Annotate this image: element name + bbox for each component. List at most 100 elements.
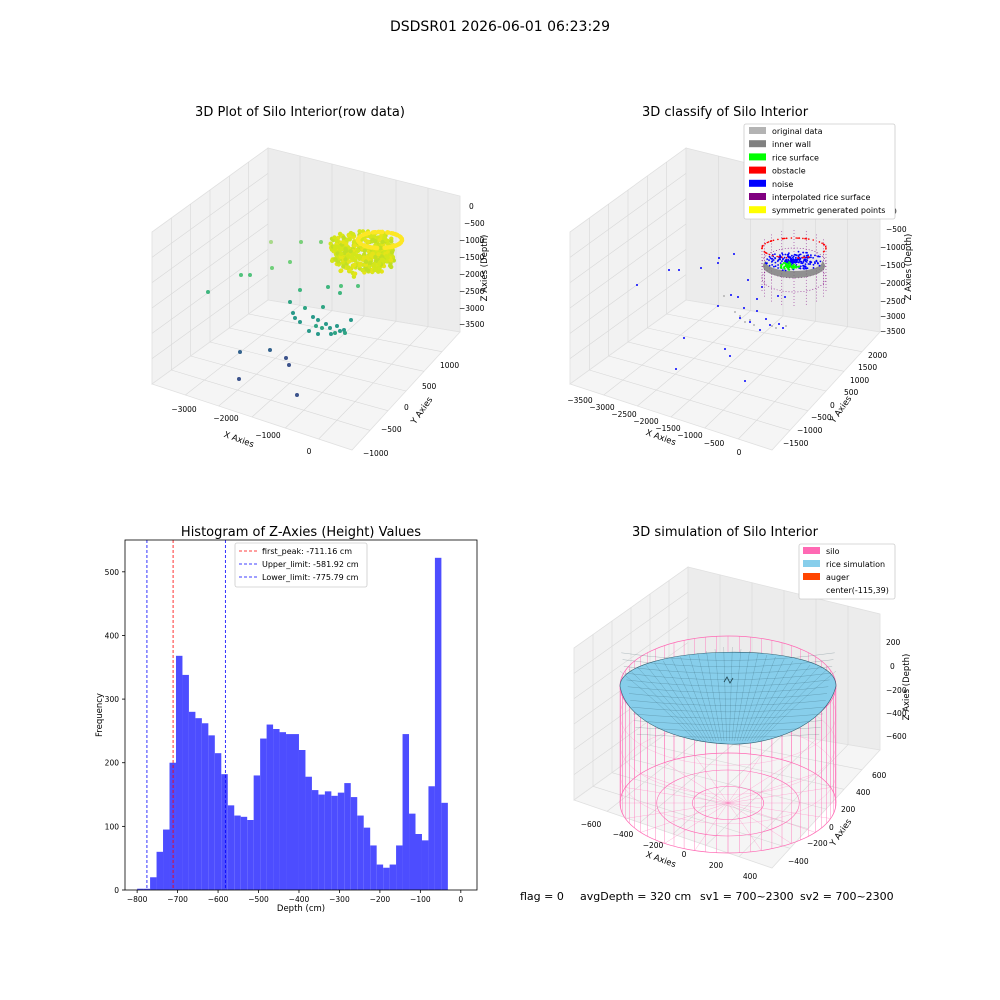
obstacle-point	[770, 240, 773, 242]
noise-point	[799, 267, 802, 270]
surface-mesh-line	[714, 648, 725, 742]
noise-point	[812, 263, 815, 266]
noise-point	[770, 258, 773, 260]
y-tick-label: 200	[841, 805, 856, 814]
legend-label: center(-115,39)	[826, 586, 889, 595]
sv1-text: sv1 = 700~2300	[700, 890, 794, 903]
data-point	[352, 262, 357, 268]
data-point	[351, 232, 356, 237]
data-point	[293, 316, 297, 320]
legend-label: rice surface	[772, 153, 819, 162]
silo-spoke	[694, 755, 729, 804]
histogram-bar	[221, 774, 228, 890]
data-point	[321, 305, 325, 309]
noise-point	[799, 257, 802, 260]
noise-point	[777, 295, 779, 297]
noise-point	[794, 259, 797, 262]
data-point	[368, 260, 373, 265]
data-point	[343, 331, 347, 335]
histogram-bar	[428, 786, 435, 890]
raw-plot-title: 3D Plot of Silo Interior(row data)	[195, 105, 405, 120]
x-tick-label: −3000	[589, 403, 615, 412]
x-tick-label: −1500	[655, 424, 681, 433]
data-point	[365, 244, 370, 249]
histogram-bar	[305, 776, 312, 890]
histogram-bar	[415, 834, 422, 890]
noise-point	[804, 267, 807, 270]
x-tick-label: −500	[248, 895, 269, 904]
original-data-point	[753, 324, 755, 326]
noise-point	[798, 259, 801, 261]
data-point	[357, 256, 362, 261]
data-point	[328, 326, 332, 330]
noise-point	[810, 254, 812, 257]
noise-point	[783, 256, 786, 259]
noise-point	[792, 260, 795, 262]
data-point	[333, 331, 337, 335]
data-point	[385, 230, 390, 235]
y-tick-label: −200	[807, 839, 828, 848]
noise-point	[818, 255, 821, 258]
noise-point	[805, 251, 807, 254]
noise-point	[729, 355, 731, 357]
data-point	[206, 290, 210, 294]
histogram-bar	[389, 864, 397, 890]
y-axis-label: Y Axies	[409, 395, 436, 427]
y-tick-label: 300	[105, 695, 120, 704]
original-data-point	[775, 327, 777, 329]
surface-mesh-line	[739, 654, 768, 742]
data-point	[288, 300, 292, 304]
surface-mesh-line	[723, 646, 727, 742]
histogram-bar	[195, 718, 202, 890]
histogram-bar	[357, 815, 364, 890]
data-point	[248, 273, 252, 277]
silo-spoke	[625, 787, 729, 804]
noise-point	[737, 296, 739, 298]
original-data-point	[749, 319, 751, 321]
noise-point	[777, 264, 779, 266]
obstacle-point	[781, 256, 783, 259]
z-tick-label: −3000	[880, 312, 906, 321]
noise-point	[806, 267, 809, 270]
data-point	[346, 233, 352, 239]
surface-mesh-line	[645, 664, 704, 742]
grid-line	[151, 274, 269, 359]
y-tick-label: −1000	[797, 426, 823, 435]
noise-point	[788, 252, 790, 255]
silo-spoke	[727, 755, 762, 804]
noise-point	[803, 268, 805, 270]
data-point	[324, 322, 328, 326]
data-point	[366, 230, 371, 236]
silo-spoke	[727, 787, 831, 804]
data-point	[356, 238, 361, 244]
noise-point	[795, 254, 798, 257]
y-tick-label: 1500	[858, 363, 877, 372]
data-point	[326, 285, 330, 289]
obstacle-point	[821, 242, 823, 244]
data-point	[269, 240, 273, 244]
noise-point	[794, 256, 797, 259]
simulation-3d-plot: 3D simulation of Silo Interior −600 −400…	[573, 525, 912, 881]
flag-text: flag = 0	[520, 890, 564, 903]
data-point	[363, 259, 369, 264]
obstacle-point	[797, 257, 800, 259]
classify-plot-points	[636, 230, 827, 382]
x-tick-label: −2000	[633, 417, 659, 426]
classify-plot-grid	[569, 156, 863, 440]
z-axis-label: Z Axies (Depth)	[904, 234, 914, 301]
y-axis-label: Y Axies	[828, 817, 855, 849]
obstacle-point	[808, 238, 810, 240]
surface-mesh-line	[747, 660, 793, 742]
noise-point	[773, 265, 775, 268]
noise-point	[796, 258, 799, 261]
surface-mesh-line	[635, 727, 821, 732]
surface-mesh-line	[628, 693, 828, 700]
z-axis-label: Z Axies (Depth)	[480, 235, 490, 302]
noise-point	[802, 265, 804, 267]
x-tick-label: −800	[127, 895, 148, 904]
noise-point	[683, 337, 685, 339]
original-data-point	[785, 325, 787, 327]
data-point	[346, 265, 351, 270]
x-tick-label: −200	[370, 895, 391, 904]
noise-point	[779, 262, 782, 264]
